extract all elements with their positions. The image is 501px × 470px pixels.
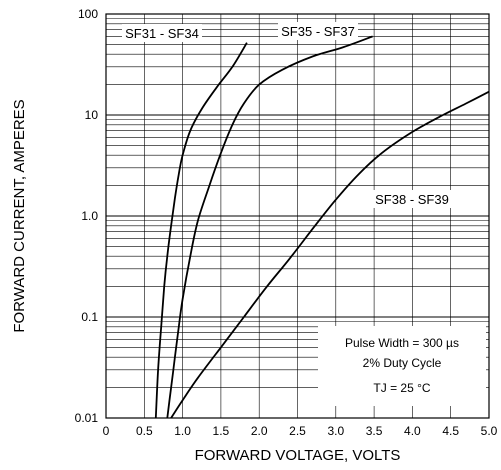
series-curve-3 xyxy=(170,90,490,419)
y-axis-title: FORWARD CURRENT, AMPERES xyxy=(11,99,28,332)
x-tick-label: 5.0 xyxy=(481,424,498,438)
series-label-3: SF38 - SF39 xyxy=(375,192,449,207)
series-curves xyxy=(154,35,490,419)
note-box xyxy=(318,326,486,406)
plot-frame xyxy=(105,13,490,419)
y-tick-label: 0.1 xyxy=(81,310,98,324)
y-tick-label: 100 xyxy=(78,7,98,21)
note-pulse-width: Pulse Width = 300 µs xyxy=(345,336,459,350)
series-label-box xyxy=(372,190,452,208)
series-label-box xyxy=(122,24,202,42)
x-tick-label: 3.5 xyxy=(366,424,383,438)
series-label-2: SF35 - SF37 xyxy=(281,24,355,39)
x-tick-label: 2.5 xyxy=(289,424,306,438)
series-curve-1 xyxy=(154,42,248,419)
x-axis-title: FORWARD VOLTAGE, VOLTS xyxy=(195,447,401,464)
x-tick-label: 0 xyxy=(103,424,110,438)
x-tick-label: 1.5 xyxy=(213,424,230,438)
series-label-box xyxy=(278,22,358,40)
note-junction-temp: TJ = 25 °C xyxy=(373,381,430,395)
x-tick-label: 1.0 xyxy=(174,424,191,438)
series-label-1: SF31 - SF34 xyxy=(125,26,199,41)
x-tick-label: 2.0 xyxy=(251,424,268,438)
test-conditions-note: Pulse Width = 300 µs 2% Duty Cycle TJ = 25… xyxy=(318,326,486,406)
y-tick-label: 1.0 xyxy=(81,209,98,223)
x-tick-label: 4.5 xyxy=(442,424,459,438)
y-tick-label: 0.01 xyxy=(75,411,99,425)
x-tick-label: 0.5 xyxy=(136,424,153,438)
note-duty-cycle: 2% Duty Cycle xyxy=(363,356,442,370)
y-tick-label: 10 xyxy=(85,108,99,122)
x-tick-label: 4.0 xyxy=(404,424,421,438)
x-tick-label: 3.0 xyxy=(327,424,344,438)
series-curve-2 xyxy=(166,35,373,419)
series-labels: SF31 - SF34 SF35 - SF37 SF38 - SF39 xyxy=(122,22,452,208)
tick-labels: 0 0.5 1.0 1.5 2.0 2.5 3.0 3.5 4.0 4.5 5.0 100 10 1.0 0… xyxy=(75,7,498,438)
